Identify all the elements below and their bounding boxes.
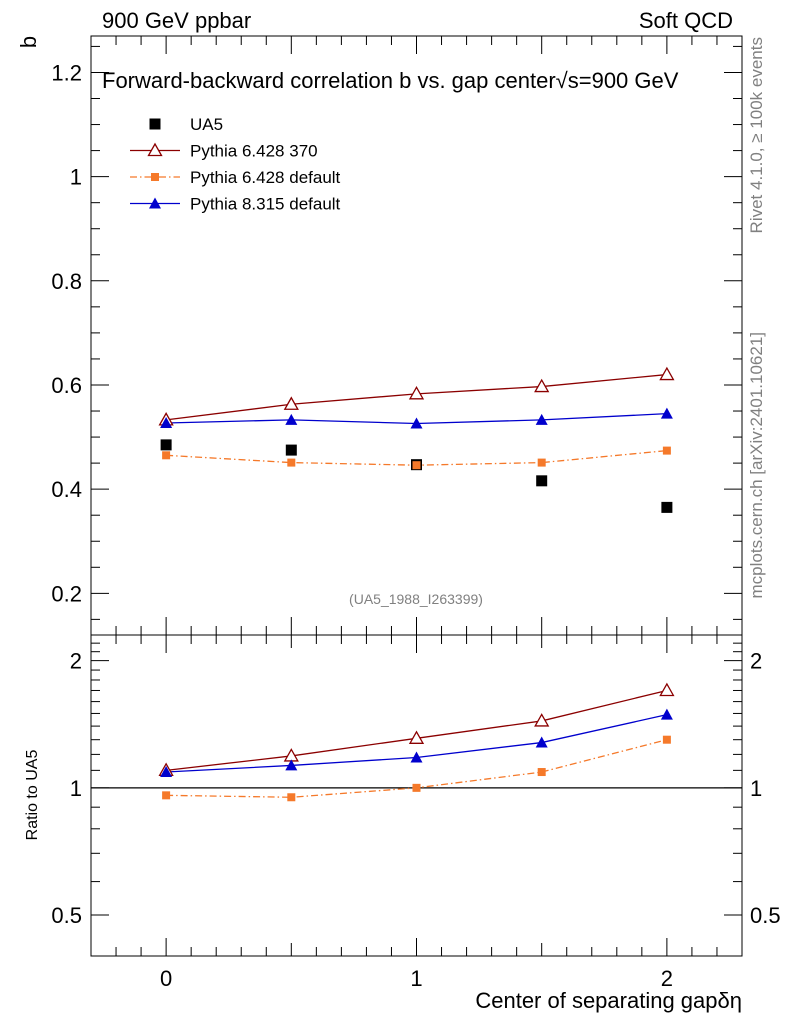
x-tick-label: 0 xyxy=(160,966,172,991)
rivet-label: Rivet 4.1.0, ≥ 100k events xyxy=(747,37,766,233)
main-title: Forward-backward correlation b vs. gap c… xyxy=(102,68,679,93)
ratio-series-layer xyxy=(158,682,675,802)
header-right: Soft QCD xyxy=(639,8,733,33)
main-ytick-label: 1.2 xyxy=(51,60,82,85)
mcplots-label: mcplots.cern.ch [arXiv:2401.10621] xyxy=(747,332,766,598)
ratio-series-point xyxy=(537,768,546,777)
legend-marker xyxy=(151,173,159,181)
main-series-point xyxy=(287,458,296,467)
main-series-point xyxy=(534,378,550,393)
main-series-point xyxy=(162,451,171,460)
main-series-point xyxy=(535,413,548,425)
main-title-text: Forward-backward correlation b vs. gap c… xyxy=(102,68,556,93)
ratio-ytick-label-left: 1 xyxy=(70,776,82,801)
main-plot-frame xyxy=(90,35,743,636)
main-series-point xyxy=(536,475,548,487)
legend-label: UA5 xyxy=(190,115,223,134)
legend-label: Pythia 6.428 370 xyxy=(190,142,318,161)
main-series-point xyxy=(661,501,673,513)
ratio-ytick-label-left: 2 xyxy=(70,649,82,674)
ratio-series-point xyxy=(162,791,171,800)
ratio-ytick-label-right: 1 xyxy=(750,776,762,801)
main-series-point xyxy=(410,417,423,429)
main-series-point xyxy=(285,444,297,456)
legend-marker xyxy=(147,142,163,157)
ratio-series-point xyxy=(285,759,298,771)
x-axis-label: Center of separating gapδη xyxy=(475,988,742,1013)
ratio-series-point xyxy=(408,730,425,744)
ratio-series-point xyxy=(659,682,675,697)
ratio-axis-ticks: 0.5 0.5 1 1 2 2 0 1 2 xyxy=(51,635,781,991)
x-axis-label-symbol: δη xyxy=(718,988,742,1013)
ratio-series-point xyxy=(410,751,423,763)
main-ytick-label: 1 xyxy=(70,165,82,190)
ratio-series-point xyxy=(412,783,421,792)
main-series-point xyxy=(659,366,675,381)
x-axis-label-text: Center of separating gap xyxy=(475,988,717,1013)
analysis-watermark: (UA5_1988_I263399) xyxy=(349,591,483,607)
main-ytick-label: 0.6 xyxy=(51,373,82,398)
main-series-point xyxy=(160,417,173,429)
ratio-ytick-label-right: 0.5 xyxy=(750,903,781,928)
legend-label: Pythia 6.428 default xyxy=(190,168,341,187)
main-series-point xyxy=(660,407,673,419)
main-series-point xyxy=(408,386,425,400)
header-left: 900 GeV ppbar xyxy=(102,8,251,33)
ratio-series-point xyxy=(660,708,673,720)
main-series-layer xyxy=(158,366,675,513)
main-ylabel: b xyxy=(16,36,41,48)
main-series-point xyxy=(537,458,546,467)
main-title-suffix: √s=900 GeV xyxy=(556,68,679,93)
ratio-series-point xyxy=(535,736,548,748)
ratio-ytick-label-right: 2 xyxy=(750,649,762,674)
ratio-series-point xyxy=(160,766,173,778)
legend-marker xyxy=(149,118,161,130)
legend-label: Pythia 8.315 default xyxy=(190,195,341,214)
main-series-point xyxy=(662,446,671,455)
main-ytick-label: 0.8 xyxy=(51,269,82,294)
legend-marker xyxy=(149,197,161,209)
ratio-series-point xyxy=(287,793,296,802)
main-axis-ticks: 0.2 0.4 0.6 0.8 1 1.2 xyxy=(51,36,742,635)
main-ytick-label: 0.4 xyxy=(51,477,82,502)
main-series-point xyxy=(283,396,299,410)
x-tick-label: 2 xyxy=(661,966,673,991)
ratio-plot-frame xyxy=(90,634,743,957)
main-series-point xyxy=(285,413,298,425)
ratio-ytick-label-left: 0.5 xyxy=(51,903,82,928)
main-ytick-label: 0.2 xyxy=(51,581,82,606)
ratio-series-point xyxy=(662,735,671,744)
x-tick-label: 1 xyxy=(410,966,422,991)
ratio-series-point xyxy=(534,713,550,727)
legend: UA5 Pythia 6.428 370 Pythia 6.428 default P… xyxy=(130,115,341,214)
main-series-point xyxy=(160,439,172,451)
main-series-point xyxy=(412,461,421,470)
ratio-ylabel: Ratio to UA5 xyxy=(24,750,41,841)
